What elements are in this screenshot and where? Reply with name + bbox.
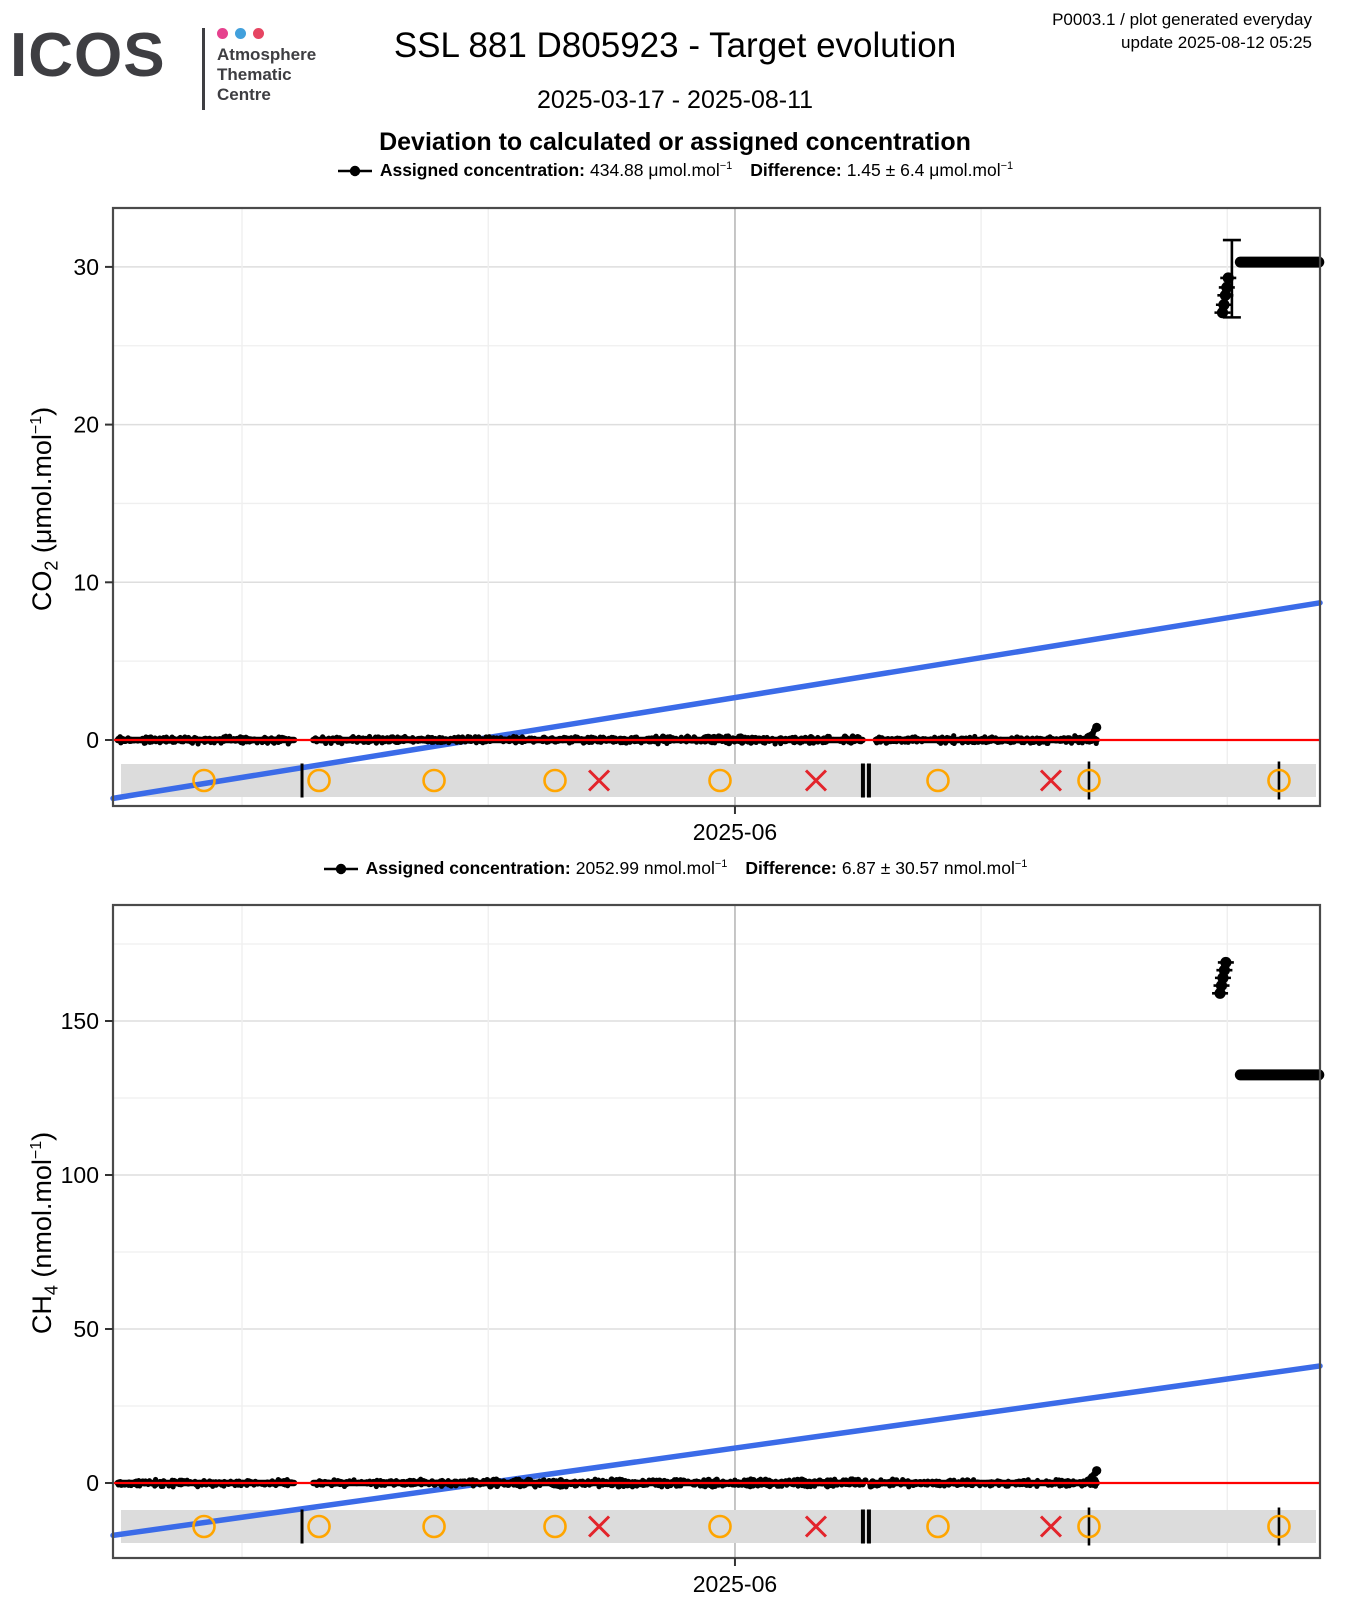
page-title: SSL 881 D805923 - Target evolution bbox=[393, 26, 957, 65]
section-title: Deviation to calculated or assigned conc… bbox=[379, 128, 971, 156]
svg-text:0: 0 bbox=[86, 1470, 99, 1496]
svg-text:30: 30 bbox=[73, 254, 99, 280]
difference-value: 1.45 ± 6.4 μmol.mol−1 bbox=[846, 160, 1014, 180]
qc-markers bbox=[192, 1507, 1291, 1546]
trend-line bbox=[110, 600, 1323, 802]
co2-y-axis-title: CO2 (μmol.mol−1) bbox=[27, 406, 62, 612]
logo-subtitle: Atmosphere Thematic Centre bbox=[217, 45, 316, 105]
svg-text:0: 0 bbox=[86, 727, 99, 753]
baseline-series bbox=[114, 722, 1102, 747]
trend-line bbox=[110, 1363, 1323, 1539]
svg-text:10: 10 bbox=[73, 569, 99, 595]
legend-ch4: Assigned concentration: 2052.99 nmol.mol… bbox=[0, 858, 1350, 879]
logo-divider bbox=[202, 28, 205, 110]
qc-markers bbox=[192, 761, 1291, 800]
assigned-concentration-label: Assigned concentration: bbox=[365, 858, 571, 878]
legend-line-dot-glyph bbox=[323, 863, 358, 874]
svg-text:100: 100 bbox=[61, 1162, 99, 1188]
baseline-series bbox=[114, 1466, 1102, 1490]
ch4-chart: 0 50 100 150 2025-06 bbox=[61, 903, 1325, 1597]
icos-logo-text: ICOS bbox=[10, 21, 166, 90]
difference-value: 6.87 ± 30.57 nmol.mol−1 bbox=[841, 858, 1028, 878]
target-cluster bbox=[1212, 956, 1325, 1081]
svg-text:2025-06: 2025-06 bbox=[693, 1571, 777, 1597]
target-cluster bbox=[1214, 238, 1325, 319]
logo-dot-pink2-icon bbox=[253, 28, 264, 39]
gridlines bbox=[113, 905, 1320, 1558]
plot-info-line1: P0003.1 / plot generated everyday bbox=[1052, 10, 1312, 29]
assigned-concentration-label: Assigned concentration: bbox=[379, 160, 585, 180]
svg-text:150: 150 bbox=[61, 1008, 99, 1034]
svg-text:50: 50 bbox=[73, 1316, 99, 1342]
legend-line-dot-glyph bbox=[337, 165, 372, 176]
assigned-concentration-value: 434.88 μmol.mol−1 bbox=[590, 160, 733, 180]
svg-text:20: 20 bbox=[73, 412, 99, 438]
axes: 0 10 20 30 2025-06 bbox=[73, 206, 1322, 845]
co2-chart: 0 10 20 30 2025-06 bbox=[73, 206, 1325, 845]
logo-dot-blue-icon bbox=[235, 28, 246, 39]
difference-label: Difference: bbox=[750, 160, 842, 180]
logo-subtitle-line: Thematic bbox=[217, 65, 292, 84]
gridlines bbox=[113, 208, 1320, 806]
ch4-y-axis-title: CH4 (nmol.mol−1) bbox=[27, 1131, 62, 1335]
plot-info-line2: update 2025-08-12 05:25 bbox=[1121, 33, 1312, 52]
logo-dot-pink-icon bbox=[217, 28, 228, 39]
icos-logo: ICOS Atmosphere Thematic Centre bbox=[10, 12, 316, 110]
axes: 0 50 100 150 2025-06 bbox=[61, 903, 1322, 1597]
logo-dots-icon bbox=[217, 28, 264, 39]
legend-co2: Assigned concentration: 434.88 μmol.mol−… bbox=[0, 160, 1350, 181]
plot-generation-info: P0003.1 / plot generated everyday update… bbox=[1052, 8, 1312, 54]
assigned-concentration-value: 2052.99 nmol.mol−1 bbox=[575, 858, 728, 878]
difference-label: Difference: bbox=[745, 858, 837, 878]
logo-subtitle-line: Atmosphere bbox=[217, 45, 317, 64]
date-range-subtitle: 2025-03-17 - 2025-08-11 bbox=[536, 86, 814, 114]
svg-text:2025-06: 2025-06 bbox=[693, 819, 777, 845]
logo-subtitle-line: Centre bbox=[217, 85, 271, 104]
